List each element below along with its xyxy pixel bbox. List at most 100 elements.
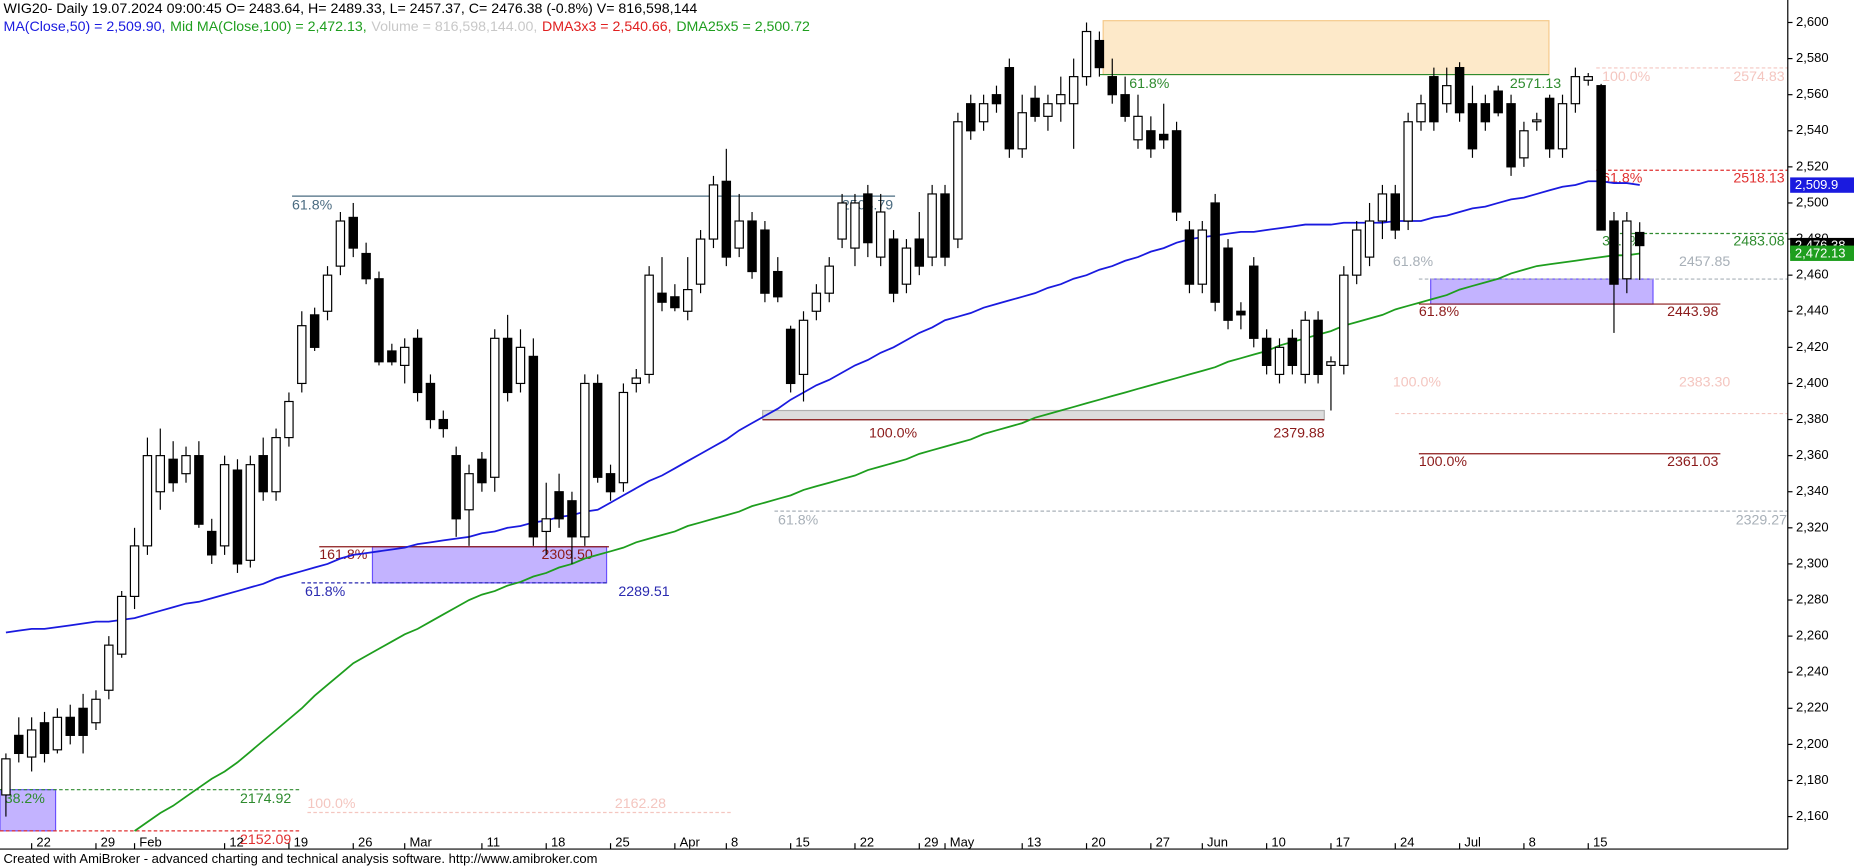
candle-body bbox=[1634, 231, 1645, 247]
candle-body bbox=[142, 455, 153, 547]
y-tick-label: 2,260 bbox=[1796, 628, 1829, 643]
x-tick-label: 22 bbox=[860, 835, 874, 850]
candle-body bbox=[978, 103, 989, 123]
y-tick-label: 2,240 bbox=[1796, 664, 1829, 679]
candle-body bbox=[26, 729, 37, 758]
y-tick-label: 2,520 bbox=[1796, 158, 1829, 173]
candle-body bbox=[824, 265, 834, 294]
legend-entry: Mid MA(Close,100) = 2,472.13, bbox=[170, 19, 367, 35]
candle-body bbox=[1506, 103, 1516, 168]
candle-body bbox=[232, 469, 243, 565]
x-tick-label: Mar bbox=[409, 835, 432, 850]
candle-body bbox=[1, 758, 11, 796]
candle-body bbox=[451, 455, 461, 520]
candle-body bbox=[78, 707, 88, 736]
level-label: 2174.92 bbox=[240, 791, 291, 807]
legend-entry: DMA3x3 = 2,540.66, bbox=[542, 19, 672, 35]
candle-body bbox=[1287, 337, 1298, 366]
x-tick-label: 15 bbox=[795, 835, 809, 850]
y-tick-label: 2,380 bbox=[1796, 411, 1829, 426]
candle-body bbox=[1390, 193, 1401, 231]
level-label: 2383.30 bbox=[1679, 375, 1730, 391]
candle-body bbox=[258, 455, 268, 493]
level-percent: 100.0% bbox=[1602, 69, 1650, 85]
x-tick-label: Feb bbox=[139, 835, 161, 850]
candle-body bbox=[129, 545, 140, 598]
candle-body bbox=[888, 238, 899, 294]
candle-body bbox=[1609, 220, 1619, 285]
candle-body bbox=[464, 473, 474, 511]
candle-body bbox=[580, 382, 590, 538]
candle-body bbox=[245, 464, 256, 561]
x-tick-label: 12 bbox=[229, 835, 243, 850]
y-tick-label: 2,540 bbox=[1796, 122, 1829, 137]
candle-body bbox=[1622, 220, 1632, 280]
indicator-legend: MA(Close,50) = 2,509.90, Mid MA(Close,100… bbox=[4, 19, 810, 35]
level-label: 2443.98 bbox=[1667, 304, 1718, 320]
level-label: 2379.88 bbox=[1273, 426, 1324, 442]
candle-body bbox=[207, 530, 217, 556]
candle-body bbox=[1133, 115, 1143, 141]
zone bbox=[0, 789, 57, 832]
candle-body bbox=[284, 400, 294, 439]
candle-body bbox=[1300, 319, 1310, 376]
candle-body bbox=[1120, 94, 1130, 117]
y-tick-label: 2,360 bbox=[1796, 447, 1829, 462]
y-tick-label: 2,580 bbox=[1796, 50, 1829, 65]
level-label: 2289.51 bbox=[618, 584, 669, 600]
level-label: 2309.50 bbox=[542, 547, 593, 563]
x-tick-label: 29 bbox=[924, 835, 938, 850]
candle-body bbox=[1081, 30, 1092, 78]
candle-body bbox=[541, 518, 551, 533]
x-tick-label: 26 bbox=[358, 835, 372, 850]
level-label: 2329.27 bbox=[1736, 512, 1787, 528]
candle-body bbox=[760, 229, 770, 294]
x-tick-label: Jul bbox=[1464, 835, 1481, 850]
candle-body bbox=[773, 270, 783, 298]
x-tick-label: 27 bbox=[1156, 835, 1170, 850]
level-percent: 100.0% bbox=[307, 796, 355, 812]
level-percent: 61.8% bbox=[305, 584, 346, 600]
candle-body bbox=[52, 716, 63, 751]
legend-entry: MA(Close,50) = 2,509.90, bbox=[4, 19, 166, 35]
candle-body bbox=[670, 296, 680, 309]
x-tick-label: 8 bbox=[1529, 835, 1536, 850]
candle-body bbox=[425, 382, 436, 421]
candle-body bbox=[399, 346, 410, 366]
candle-body bbox=[91, 698, 101, 724]
y-tick-label: 2,440 bbox=[1796, 303, 1829, 318]
x-tick-label: 11 bbox=[487, 835, 500, 850]
candle-body bbox=[374, 278, 384, 363]
candle-body bbox=[1583, 76, 1593, 81]
level-label: 2574.83 bbox=[1733, 69, 1784, 85]
y-tick-label: 2,160 bbox=[1796, 808, 1829, 823]
candle-body bbox=[683, 289, 693, 312]
candle-body bbox=[631, 377, 642, 385]
candle-body bbox=[309, 314, 320, 348]
y-tick-label: 2,600 bbox=[1796, 14, 1829, 29]
candle-body bbox=[1570, 76, 1581, 105]
y-tick-label: 2,200 bbox=[1796, 736, 1829, 751]
candle-body bbox=[39, 722, 50, 755]
candle-body bbox=[219, 464, 230, 547]
candle-body bbox=[1158, 133, 1169, 141]
candle-body bbox=[1056, 94, 1066, 105]
candle-body bbox=[65, 716, 75, 736]
candle-body bbox=[116, 595, 127, 655]
y-tick-label: 2,340 bbox=[1796, 483, 1829, 498]
candle-body bbox=[1043, 103, 1053, 117]
candle-body bbox=[1261, 337, 1272, 366]
candle-body bbox=[734, 220, 744, 249]
candle-body bbox=[181, 455, 191, 475]
level-percent: 61.8% bbox=[1419, 304, 1460, 320]
candle-body bbox=[528, 355, 539, 538]
chart-title: WIG20- Daily 19.07.2024 09:00:45 O= 2483… bbox=[4, 1, 698, 17]
candle-body bbox=[592, 382, 603, 478]
level-percent: 38.2% bbox=[5, 791, 46, 807]
footer: Created with AmiBroker - advanced charti… bbox=[4, 851, 598, 866]
candle-body bbox=[875, 211, 886, 258]
y-tick-label: 2,220 bbox=[1796, 700, 1829, 715]
candle-body bbox=[850, 202, 860, 249]
level-label: 2162.28 bbox=[615, 796, 666, 812]
